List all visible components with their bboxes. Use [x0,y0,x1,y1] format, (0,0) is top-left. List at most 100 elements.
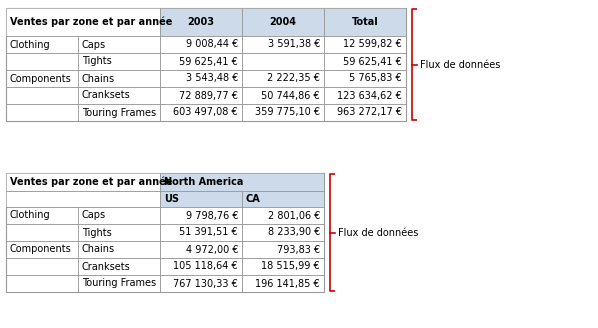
Text: 793,83 €: 793,83 € [277,244,320,255]
Bar [242,87,324,104]
Bar [242,104,324,121]
Bar [6,275,78,292]
Text: 12 599,82 €: 12 599,82 € [343,39,402,50]
Bar [78,36,160,53]
Text: 4 972,00 €: 4 972,00 € [185,244,238,255]
Bar [78,70,160,87]
Bar [78,224,160,241]
Text: 2 222,35 €: 2 222,35 € [267,73,320,84]
Text: 8 233,90 €: 8 233,90 € [268,228,320,237]
Bar [242,224,324,241]
Bar [160,191,242,207]
Bar [6,241,78,258]
Bar [160,8,242,36]
Bar [242,207,324,224]
Bar [160,53,242,70]
Text: 72 889,77 €: 72 889,77 € [179,91,238,100]
Text: CA: CA [246,194,261,204]
Bar [242,8,324,36]
Bar [6,8,406,121]
Text: 9 798,76 €: 9 798,76 € [185,211,238,220]
Text: Tights: Tights [82,56,112,67]
Text: 50 744,86 €: 50 744,86 € [261,91,320,100]
Bar [242,275,324,292]
Bar [6,191,160,207]
Bar [242,191,324,207]
Text: Clothing: Clothing [10,211,51,220]
Text: Cranksets: Cranksets [82,261,131,272]
Bar [160,104,242,121]
Text: Caps: Caps [82,39,106,50]
Bar [6,207,78,224]
Text: Caps: Caps [82,211,106,220]
Bar [78,258,160,275]
Bar [6,224,78,241]
Bar [324,104,406,121]
Bar [6,87,78,104]
Text: 105 118,64 €: 105 118,64 € [173,261,238,272]
Bar [78,241,160,258]
Bar [242,70,324,87]
Text: 3 543,48 €: 3 543,48 € [185,73,238,84]
Text: 2004: 2004 [270,17,297,27]
Text: Cranksets: Cranksets [82,91,131,100]
Bar [160,275,242,292]
Text: Tights: Tights [82,228,112,237]
Bar [6,104,78,121]
Bar [6,173,160,191]
Bar [6,173,324,292]
Bar [160,87,242,104]
Text: 2 801,06 €: 2 801,06 € [268,211,320,220]
Text: US: US [164,194,179,204]
Text: 2003: 2003 [188,17,215,27]
Bar [78,207,160,224]
Text: Chains: Chains [82,244,115,255]
Text: Flux de données: Flux de données [420,59,501,70]
Bar [6,8,160,36]
Bar [324,8,406,36]
Bar [6,8,406,121]
Bar [160,70,242,87]
Text: Components: Components [10,244,72,255]
Text: Total: Total [352,17,379,27]
Text: 51 391,51 €: 51 391,51 € [179,228,238,237]
Text: Ventes par zone et par année: Ventes par zone et par année [10,177,172,187]
Text: Clothing: Clothing [10,39,51,50]
Text: Flux de données: Flux de données [338,228,419,237]
Text: 603 497,08 €: 603 497,08 € [173,108,238,117]
Bar [242,36,324,53]
Text: 3 591,38 €: 3 591,38 € [268,39,320,50]
Bar [6,173,324,292]
Bar [160,258,242,275]
Bar [324,87,406,104]
Bar [6,8,160,36]
Text: Ventes par zone et par année: Ventes par zone et par année [10,17,172,27]
Text: North America: North America [164,177,243,187]
Bar [242,258,324,275]
Bar [160,173,324,191]
Bar [160,224,242,241]
Bar [160,8,242,36]
Text: Touring Frames: Touring Frames [82,278,156,289]
Text: 59 625,41 €: 59 625,41 € [343,56,402,67]
Text: Components: Components [10,73,72,84]
Bar [160,173,324,191]
Bar [160,36,242,53]
Text: 963 272,17 €: 963 272,17 € [337,108,402,117]
Bar [78,275,160,292]
Text: 123 634,62 €: 123 634,62 € [337,91,402,100]
Bar [160,241,242,258]
Bar [242,191,324,207]
Bar [324,8,406,36]
Bar [242,8,324,36]
Bar [78,87,160,104]
Bar [6,173,160,191]
Bar [6,191,160,207]
Bar [242,241,324,258]
Text: 59 625,41 €: 59 625,41 € [179,56,238,67]
Text: 9 008,44 €: 9 008,44 € [186,39,238,50]
Bar [6,36,78,53]
Bar [78,53,160,70]
Bar [6,70,78,87]
Text: 767 130,33 €: 767 130,33 € [173,278,238,289]
